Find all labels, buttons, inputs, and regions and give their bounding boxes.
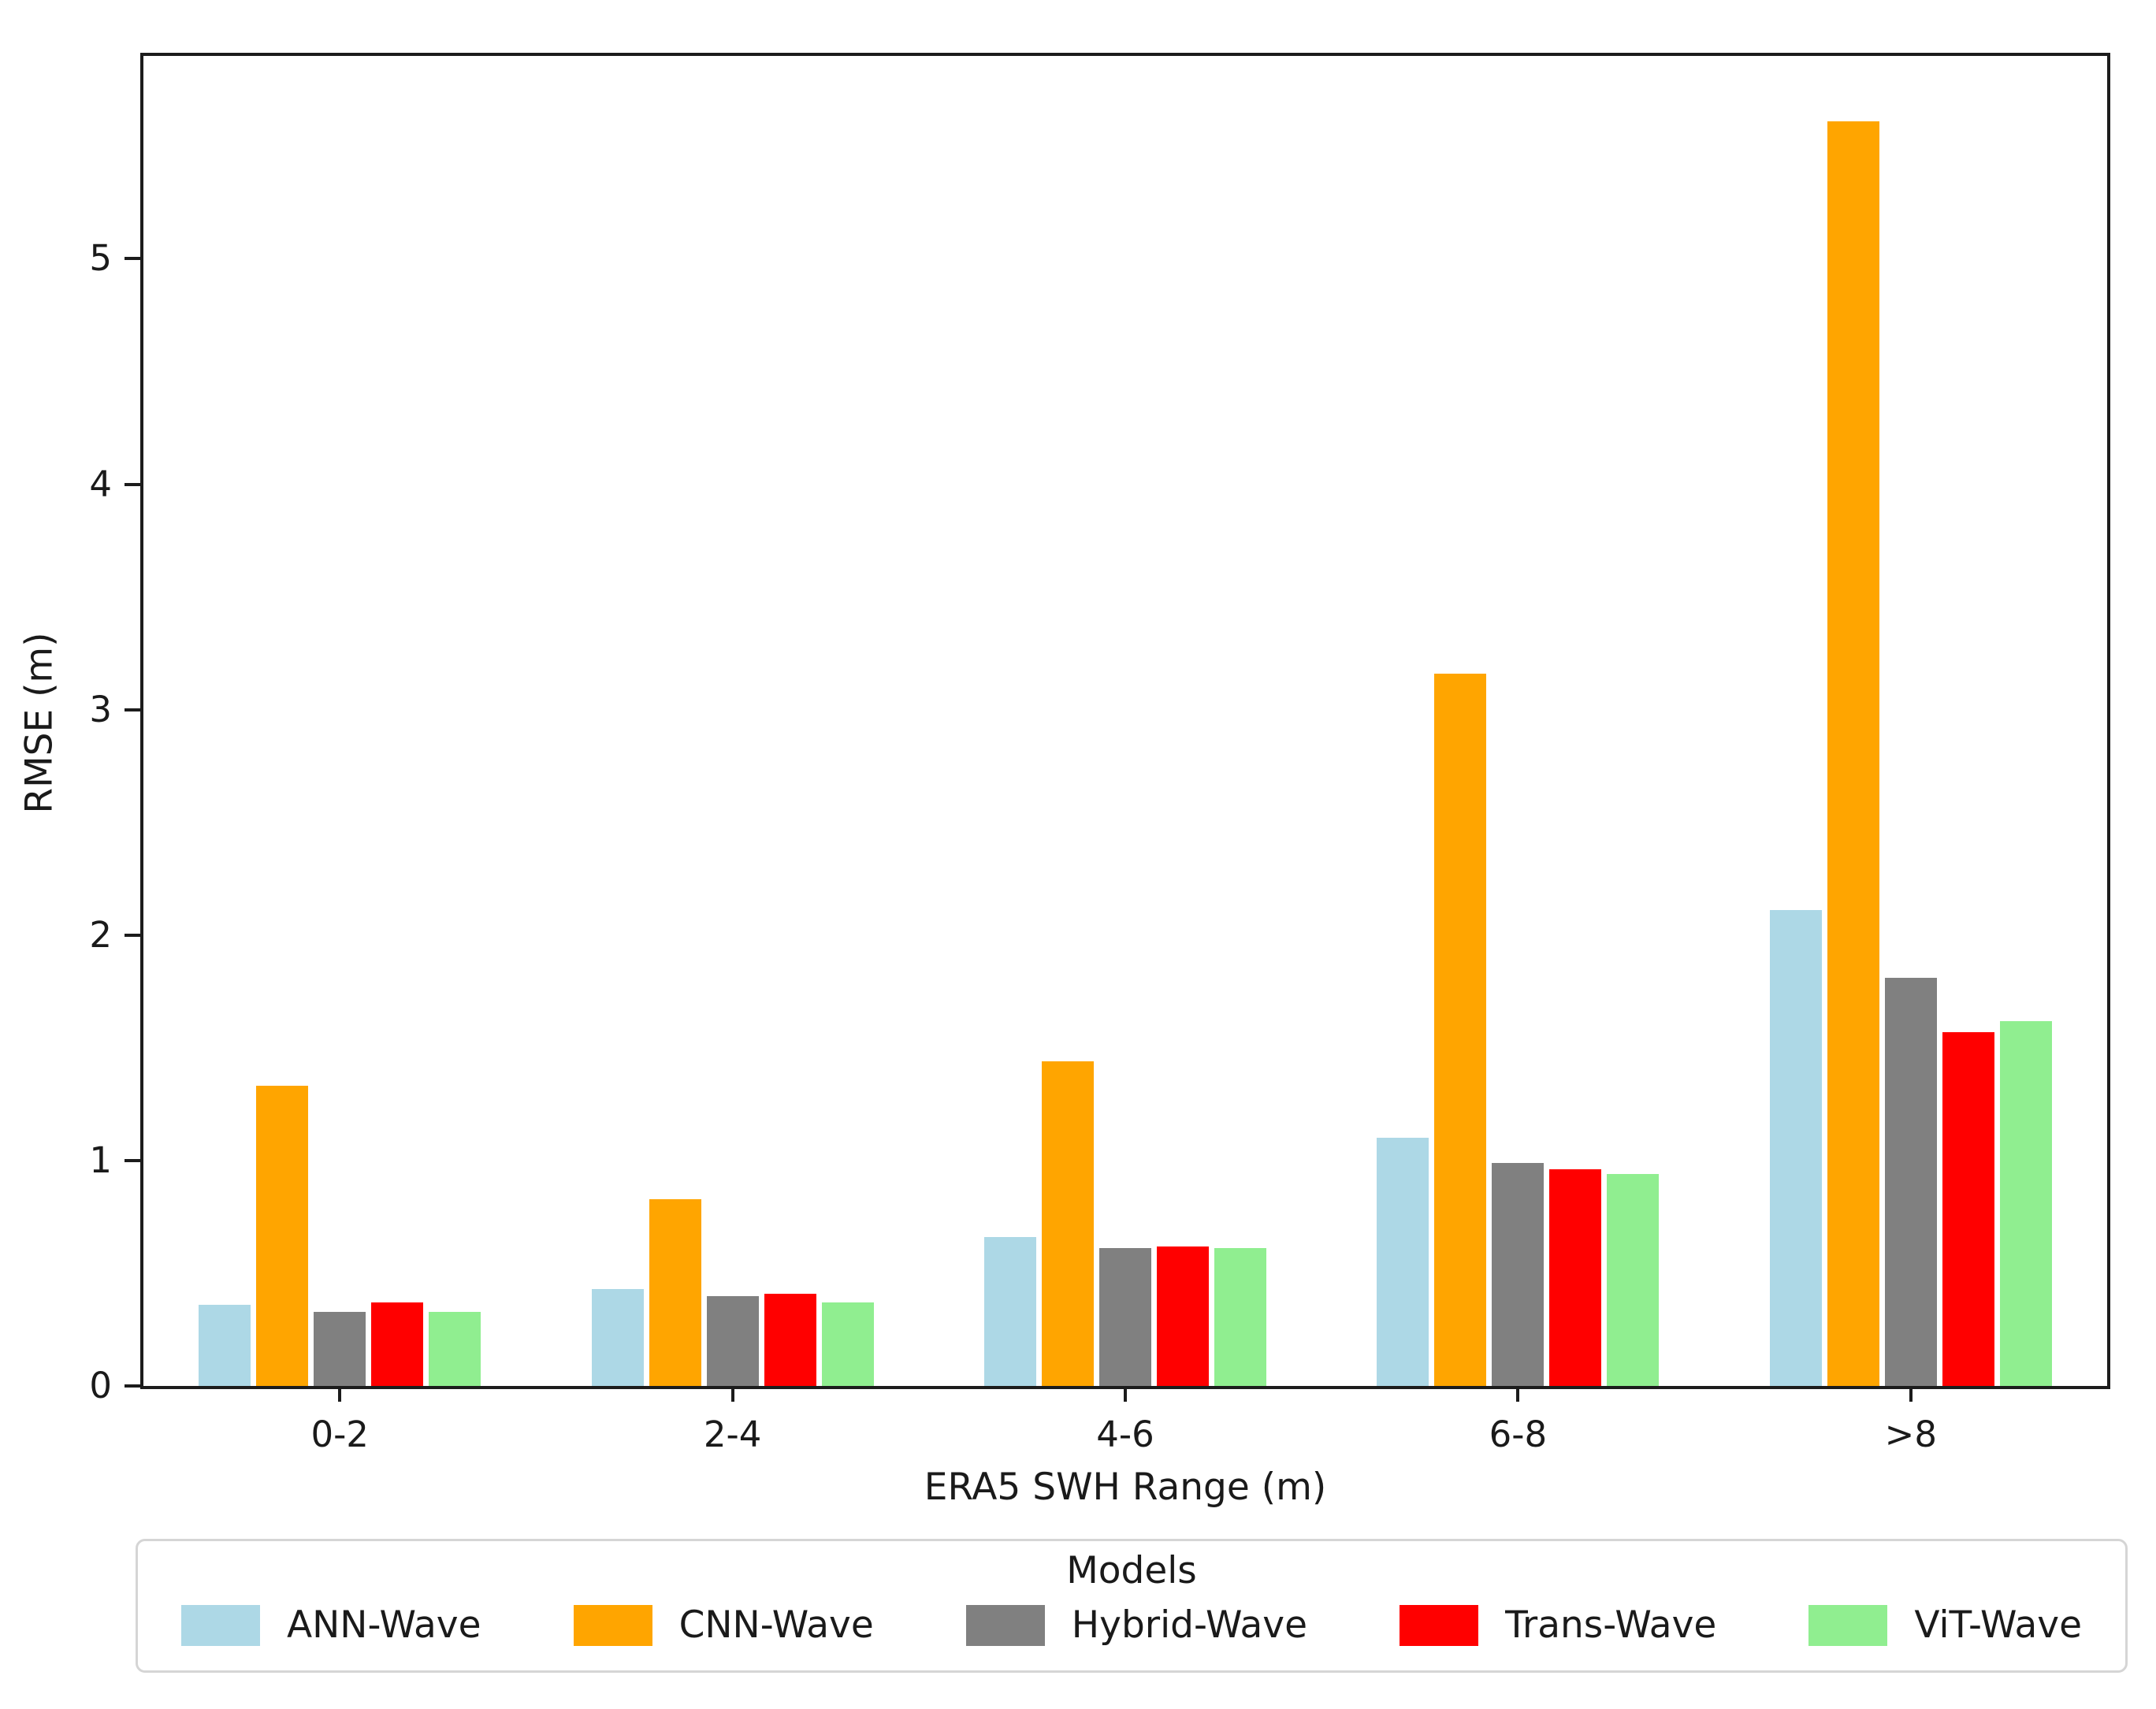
x-tick-label: 6-8: [1489, 1414, 1548, 1455]
legend-label-Trans-Wave: Trans-Wave: [1505, 1603, 1717, 1647]
y-tick-mark: [125, 1384, 140, 1388]
legend-items: ANN-Wave CNN-Wave Hybrid-Wave Trans-Wave ViT…: [138, 1592, 2125, 1647]
bar-Hybrid-Wave-4-6: [1099, 1248, 1151, 1386]
x-tick-mark: [1909, 1386, 1913, 1402]
y-tick-label: 3: [89, 688, 112, 730]
legend-label-Hybrid-Wave: Hybrid-Wave: [1071, 1603, 1308, 1647]
bar-Trans-Wave->8: [1942, 1032, 1994, 1386]
x-tick-label: 2-4: [703, 1414, 762, 1455]
y-tick-label: 4: [89, 463, 112, 505]
legend-swatch-Trans-Wave: [1400, 1604, 1479, 1646]
bar-CNN-Wave->8: [1827, 121, 1879, 1386]
legend-entry-Hybrid-Wave: Hybrid-Wave: [965, 1603, 1308, 1647]
bar-Hybrid-Wave-6-8: [1492, 1163, 1544, 1386]
x-tick-mark: [1516, 1386, 1520, 1402]
x-tick-mark: [1124, 1386, 1127, 1402]
bar-ViT-Wave-4-6: [1214, 1248, 1266, 1386]
legend-title: Models: [1066, 1549, 1197, 1592]
bar-ViT-Wave-0-2: [429, 1312, 481, 1386]
bar-ANN-Wave->8: [1770, 910, 1822, 1386]
legend-entry-CNN-Wave: CNN-Wave: [573, 1603, 874, 1647]
bar-ANN-Wave-0-2: [199, 1305, 251, 1386]
bar-ANN-Wave-6-8: [1377, 1138, 1429, 1386]
y-tick-label: 5: [89, 237, 112, 280]
y-tick-label: 1: [89, 1139, 112, 1181]
legend-label-CNN-Wave: CNN-Wave: [678, 1603, 874, 1647]
legend-entry-ViT-Wave: ViT-Wave: [1808, 1603, 2082, 1647]
y-tick-label: 2: [89, 913, 112, 956]
bar-Trans-Wave-2-4: [764, 1294, 816, 1386]
y-tick-mark: [125, 708, 140, 711]
bar-Hybrid-Wave->8: [1885, 978, 1937, 1386]
x-tick-label: 4-6: [1096, 1414, 1154, 1455]
legend-entry-Trans-Wave: Trans-Wave: [1400, 1603, 1716, 1647]
y-tick-mark: [125, 1158, 140, 1162]
y-tick-mark: [125, 933, 140, 937]
bar-Trans-Wave-6-8: [1549, 1169, 1601, 1386]
legend-swatch-Hybrid-Wave: [965, 1604, 1045, 1646]
x-tick-mark: [730, 1386, 734, 1402]
bar-CNN-Wave-6-8: [1434, 674, 1486, 1386]
x-axis-title: ERA5 SWH Range (m): [924, 1466, 1327, 1509]
y-tick-mark: [125, 257, 140, 261]
bar-Trans-Wave-4-6: [1157, 1246, 1209, 1386]
plot-area: 0 1 2 3 4 5 0-2 2-4 4-6 6-8 >8: [89, 53, 2110, 1455]
legend-swatch-ViT-Wave: [1808, 1604, 1888, 1646]
legend-entry-ANN-Wave: ANN-Wave: [181, 1603, 481, 1647]
bar-ViT-Wave-2-4: [822, 1302, 874, 1386]
x-tick-label: >8: [1884, 1414, 1937, 1455]
bar-ANN-Wave-4-6: [984, 1237, 1036, 1386]
bar-ViT-Wave->8: [2000, 1021, 2052, 1386]
bar-Hybrid-Wave-2-4: [707, 1296, 759, 1386]
bar-CNN-Wave-0-2: [256, 1086, 308, 1386]
bar-CNN-Wave-2-4: [649, 1199, 701, 1386]
bar-ANN-Wave-2-4: [592, 1289, 644, 1386]
y-tick-label: 0: [89, 1365, 112, 1406]
legend-swatch-ANN-Wave: [181, 1604, 260, 1646]
bar-Hybrid-Wave-0-2: [314, 1312, 366, 1386]
bar-ViT-Wave-6-8: [1607, 1174, 1659, 1386]
y-axis-title: RMSE (m): [17, 632, 61, 814]
legend: Models ANN-Wave CNN-Wave Hybrid-Wave Trans-…: [136, 1539, 2128, 1673]
y-tick-mark: [125, 482, 140, 486]
legend-swatch-CNN-Wave: [573, 1604, 652, 1646]
legend-label-ANN-Wave: ANN-Wave: [287, 1603, 481, 1647]
bar-CNN-Wave-4-6: [1042, 1061, 1094, 1386]
x-tick-mark: [338, 1386, 342, 1402]
legend-label-ViT-Wave: ViT-Wave: [1914, 1603, 2082, 1647]
x-tick-label: 0-2: [310, 1414, 369, 1455]
bar-Trans-Wave-0-2: [371, 1302, 423, 1386]
